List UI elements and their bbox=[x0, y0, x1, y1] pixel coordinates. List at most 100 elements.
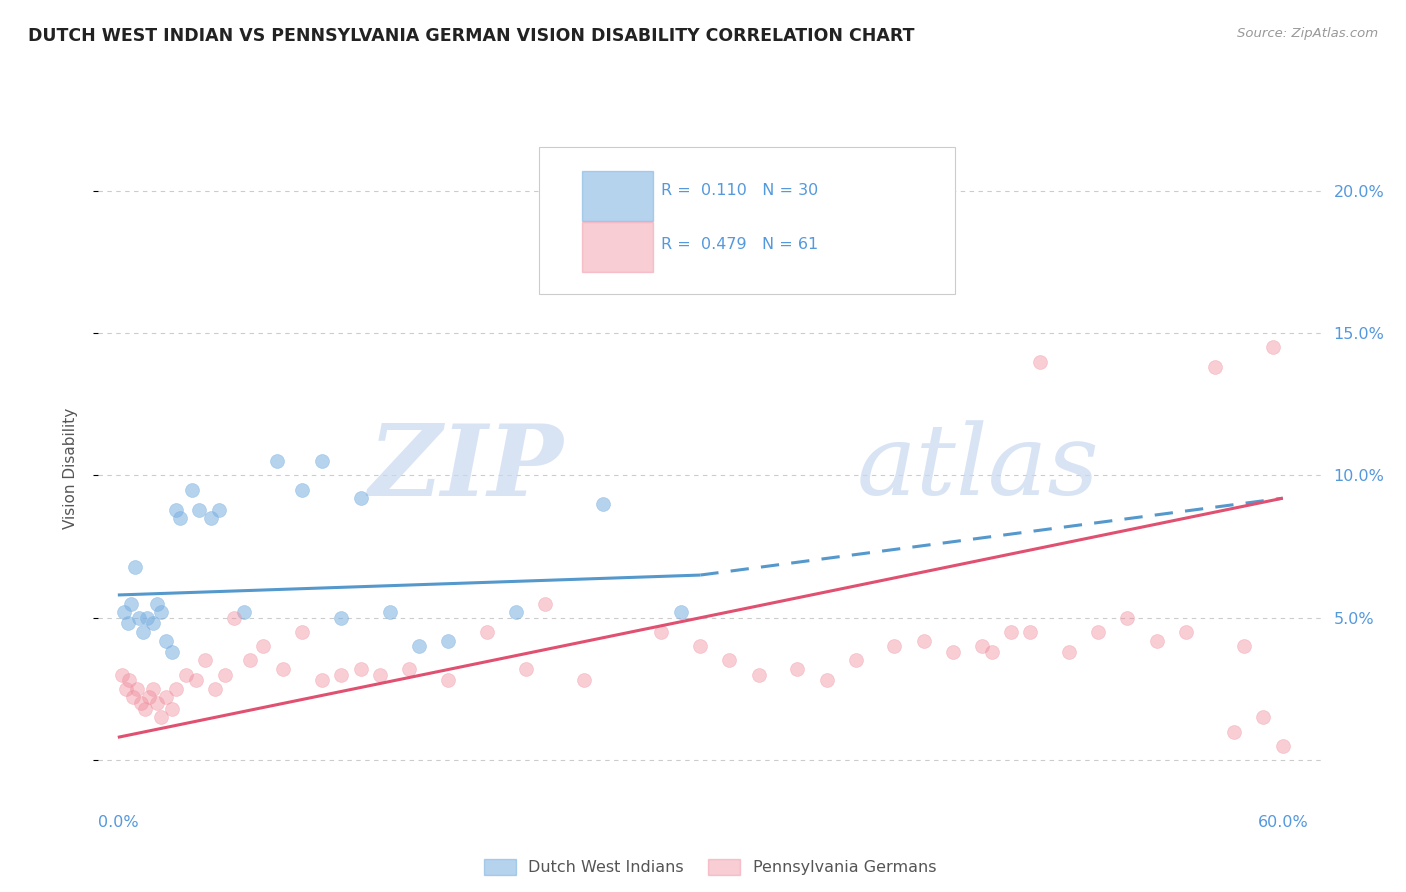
Point bbox=[160, 645, 183, 659]
FancyBboxPatch shape bbox=[582, 170, 652, 221]
Point bbox=[368, 667, 391, 681]
Point bbox=[132, 625, 155, 640]
Point bbox=[184, 673, 207, 688]
Point bbox=[1261, 340, 1284, 354]
Point bbox=[111, 667, 134, 681]
Point bbox=[1029, 354, 1052, 368]
Point bbox=[214, 667, 236, 681]
Point bbox=[311, 673, 333, 688]
Point bbox=[165, 502, 187, 516]
Point bbox=[1000, 625, 1022, 640]
Point bbox=[669, 605, 692, 619]
Point bbox=[271, 662, 294, 676]
Point bbox=[155, 690, 177, 705]
Point bbox=[124, 559, 146, 574]
Point bbox=[112, 605, 135, 619]
Point bbox=[138, 690, 160, 705]
Y-axis label: Vision Disability: Vision Disability bbox=[63, 408, 77, 529]
FancyBboxPatch shape bbox=[582, 222, 652, 272]
Point bbox=[378, 605, 401, 619]
Point bbox=[748, 667, 770, 681]
Point bbox=[408, 639, 430, 653]
Point bbox=[117, 616, 139, 631]
Point bbox=[122, 690, 145, 705]
Point bbox=[174, 667, 197, 681]
Point bbox=[505, 605, 527, 619]
Point bbox=[118, 673, 141, 688]
Legend: Dutch West Indians, Pennsylvania Germans: Dutch West Indians, Pennsylvania Germans bbox=[478, 853, 942, 882]
Point bbox=[165, 681, 187, 696]
Point bbox=[155, 633, 177, 648]
Point bbox=[1271, 739, 1294, 753]
Point bbox=[120, 597, 142, 611]
Text: Source: ZipAtlas.com: Source: ZipAtlas.com bbox=[1237, 27, 1378, 40]
Point bbox=[145, 597, 167, 611]
Point bbox=[149, 710, 172, 724]
Point bbox=[437, 673, 460, 688]
Point bbox=[786, 662, 808, 676]
Point bbox=[689, 639, 711, 653]
Point bbox=[612, 269, 634, 284]
Point bbox=[252, 639, 274, 653]
Point bbox=[239, 653, 262, 667]
Point bbox=[349, 491, 371, 506]
Point bbox=[128, 611, 150, 625]
Point bbox=[233, 605, 256, 619]
Point bbox=[142, 681, 165, 696]
Point bbox=[1146, 633, 1168, 648]
Text: R =  0.479   N = 61: R = 0.479 N = 61 bbox=[661, 236, 818, 252]
Point bbox=[194, 653, 217, 667]
Point bbox=[592, 497, 614, 511]
Point bbox=[515, 662, 537, 676]
Point bbox=[129, 696, 152, 710]
Point bbox=[134, 702, 156, 716]
Point bbox=[142, 616, 165, 631]
Point bbox=[437, 633, 460, 648]
Point bbox=[1087, 625, 1109, 640]
Point bbox=[1223, 724, 1246, 739]
Point bbox=[1116, 611, 1139, 625]
Point bbox=[169, 511, 191, 525]
Point bbox=[718, 653, 741, 667]
Point bbox=[980, 645, 1002, 659]
Point bbox=[349, 662, 371, 676]
Point bbox=[127, 681, 149, 696]
Point bbox=[475, 625, 498, 640]
Point bbox=[1233, 639, 1256, 653]
Text: ZIP: ZIP bbox=[368, 420, 564, 516]
Point bbox=[311, 454, 333, 468]
Point bbox=[398, 662, 420, 676]
Point bbox=[942, 645, 965, 659]
Point bbox=[883, 639, 905, 653]
Point bbox=[1204, 360, 1226, 375]
Point bbox=[330, 667, 353, 681]
Text: DUTCH WEST INDIAN VS PENNSYLVANIA GERMAN VISION DISABILITY CORRELATION CHART: DUTCH WEST INDIAN VS PENNSYLVANIA GERMAN… bbox=[28, 27, 915, 45]
Point bbox=[912, 633, 935, 648]
Point bbox=[224, 611, 246, 625]
Point bbox=[650, 625, 672, 640]
Text: atlas: atlas bbox=[856, 421, 1099, 516]
Point bbox=[291, 625, 314, 640]
Point bbox=[572, 673, 595, 688]
Point bbox=[266, 454, 288, 468]
Point bbox=[114, 681, 136, 696]
Point bbox=[845, 653, 868, 667]
Point bbox=[1019, 625, 1042, 640]
Point bbox=[149, 605, 172, 619]
Point bbox=[815, 673, 838, 688]
Text: R =  0.110   N = 30: R = 0.110 N = 30 bbox=[661, 183, 818, 198]
Point bbox=[200, 511, 222, 525]
Point bbox=[1253, 710, 1275, 724]
Point bbox=[188, 502, 211, 516]
Point bbox=[534, 597, 557, 611]
Point bbox=[145, 696, 167, 710]
Point bbox=[1057, 645, 1080, 659]
Point bbox=[180, 483, 202, 497]
Point bbox=[208, 502, 231, 516]
Point bbox=[204, 681, 226, 696]
Point bbox=[160, 702, 183, 716]
Point bbox=[136, 611, 159, 625]
Point bbox=[330, 611, 353, 625]
Point bbox=[970, 639, 993, 653]
FancyBboxPatch shape bbox=[538, 147, 955, 294]
